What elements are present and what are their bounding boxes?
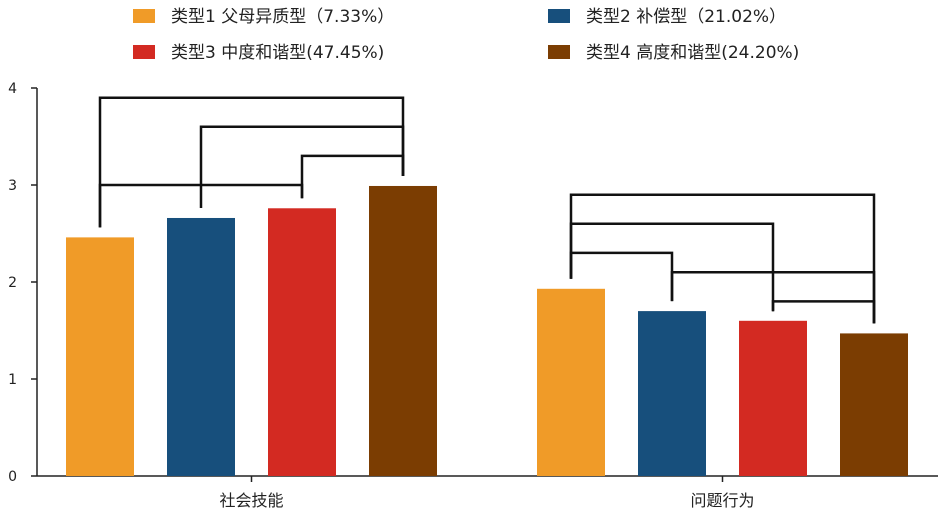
y-tick-label: 3 (8, 178, 17, 194)
bar (369, 185, 437, 476)
significance-bracket (98, 183, 304, 228)
bar (268, 208, 336, 476)
significance-bracket (569, 222, 775, 311)
y-tick-label: 2 (8, 275, 17, 291)
significance-bracket (98, 96, 405, 228)
significance-bracket (569, 193, 876, 324)
significance-brackets (98, 96, 876, 324)
legend-swatch (548, 45, 570, 59)
legend-label: 类型4 高度和谐型(24.20%) (586, 43, 799, 63)
bar (739, 320, 807, 476)
x-category-label: 社会技能 (219, 491, 283, 510)
bar (638, 311, 706, 476)
significance-bracket (771, 300, 876, 324)
bar (537, 288, 605, 476)
y-tick-label: 4 (8, 81, 17, 97)
legend-swatch (133, 9, 155, 23)
significance-bracket (199, 125, 405, 208)
bars (66, 185, 908, 477)
legend-swatch (133, 45, 155, 59)
significance-bracket (300, 154, 405, 199)
bar (840, 333, 908, 476)
x-category-label: 问题行为 (690, 491, 754, 510)
y-tick-label: 0 (8, 469, 17, 485)
legend-label: 类型3 中度和谐型(47.45%) (171, 43, 384, 63)
bar (167, 217, 235, 477)
legend-label: 类型1 父母异质型（7.33%） (171, 7, 394, 27)
legend: 类型1 父母异质型（7.33%） 类型2 补偿型（21.02%） 类型3 中度和谐型… (133, 7, 799, 63)
legend-swatch (548, 9, 570, 23)
significance-bracket (670, 271, 876, 324)
y-tick-label: 1 (8, 372, 17, 388)
bar (66, 237, 134, 476)
legend-label: 类型2 补偿型（21.02%） (586, 7, 786, 27)
